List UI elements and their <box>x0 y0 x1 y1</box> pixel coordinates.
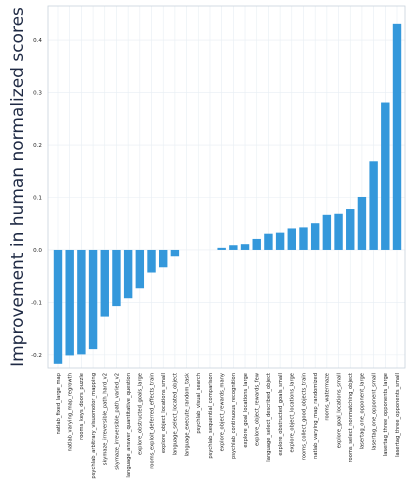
x-tick-label: language_select_located_object <box>173 373 179 456</box>
x-tick-labels: natlab_fixed_large_map natlab_varying_map… <box>56 372 401 478</box>
x-tick-label: rooms_watermaze <box>325 373 331 421</box>
y-tick-label: -0.2 <box>31 353 42 359</box>
x-tick-label: psychlab_arbitrary_visuomotor_mapping <box>91 373 97 479</box>
plot-frame <box>47 5 406 369</box>
bar <box>252 238 261 250</box>
y-tick-label: 0.1 <box>33 195 42 201</box>
bar <box>100 249 109 317</box>
x-tick-label: natlab_fixed_large_map <box>56 372 62 434</box>
bar <box>88 249 98 350</box>
y-tick-label: -0.1 <box>31 300 42 306</box>
x-tick-label: explore_goal_locations_small <box>336 373 342 448</box>
x-tick-label: rooms_exploit_deferred_effects_train <box>149 373 155 469</box>
x-tick-label: psychlab_visual_search <box>196 373 202 434</box>
bar <box>287 228 296 250</box>
bar <box>392 23 402 250</box>
bar <box>135 249 145 289</box>
y-tick-label: 0.0 <box>33 248 42 254</box>
bar <box>240 244 250 250</box>
bar <box>147 249 156 273</box>
x-tick-label: natlab_varying_map_randomized <box>313 373 319 459</box>
x-tick-label: lasertag_one_opponent_small <box>371 373 377 450</box>
x-tick-label: skymaze_irreversible_path_varied_v2 <box>114 373 120 470</box>
bar <box>53 249 63 364</box>
bar <box>217 247 226 250</box>
x-tick-label: explore_object_locations_small <box>161 373 167 453</box>
y-tick-label: 0.2 <box>33 143 42 149</box>
bar <box>310 223 320 250</box>
x-tick-label: lasertag_three_opponents_large <box>383 373 389 456</box>
x-tick-label: rooms_keys_doors_puzzle <box>79 373 85 440</box>
bar <box>275 232 285 250</box>
x-tick-label: explore_goal_locations_large <box>243 373 249 448</box>
bar <box>299 227 308 250</box>
y-tick-label: 0.3 <box>33 91 42 97</box>
x-tick-label: lasertag_three_opponents_small <box>395 373 401 457</box>
bar <box>369 161 378 250</box>
bar <box>65 249 74 356</box>
x-tick-label: psychlab_sequential_comparison <box>208 373 214 459</box>
x-tick-label: language_answer_quantitative_question <box>126 373 132 478</box>
bar <box>170 249 180 257</box>
x-tick-label: psychlab_continuous_recognition <box>231 373 237 459</box>
x-tick-label: rooms_select_nonmatching_object <box>348 373 354 462</box>
y-tick-labels: -0.2 -0.1 0.0 0.1 0.2 0.3 0.4 <box>31 38 42 359</box>
x-tick-label: rooms_collect_good_objects_train <box>301 373 307 460</box>
grid-layer <box>48 6 405 368</box>
bar <box>322 214 332 250</box>
bar <box>77 249 86 355</box>
bar <box>334 213 343 250</box>
x-tick-label: language_execute_random_task <box>184 373 190 457</box>
x-tick-label: natlab_varying_map_regrowth <box>67 373 73 451</box>
bar-layer <box>53 23 402 364</box>
bar <box>357 196 367 250</box>
bar <box>346 209 355 250</box>
bar <box>381 102 390 250</box>
x-tick-label: explore_object_rewards_many <box>219 373 225 451</box>
y-tick-label: 0.4 <box>33 38 42 44</box>
x-tick-label: language_select_described_object <box>266 373 272 462</box>
bar <box>159 249 168 268</box>
x-tick-label: lasertag_one_opponent_large <box>360 373 366 449</box>
x-tick-label: explore_object_rewards_few <box>255 372 261 446</box>
y-axis-label: Improvement in human normalized scores <box>8 7 28 367</box>
x-tick-label: skymaze_irreversible_path_hard_v2 <box>103 373 109 465</box>
x-tick-label: explore_obstructed_goals_large <box>138 373 144 455</box>
bar <box>229 245 238 250</box>
x-tick-label: explore_object_locations_large <box>290 373 296 453</box>
bar <box>264 233 273 250</box>
bar <box>123 249 133 299</box>
x-tick-label: explore_obstructed_goals_small <box>278 373 284 456</box>
bar <box>112 249 121 307</box>
